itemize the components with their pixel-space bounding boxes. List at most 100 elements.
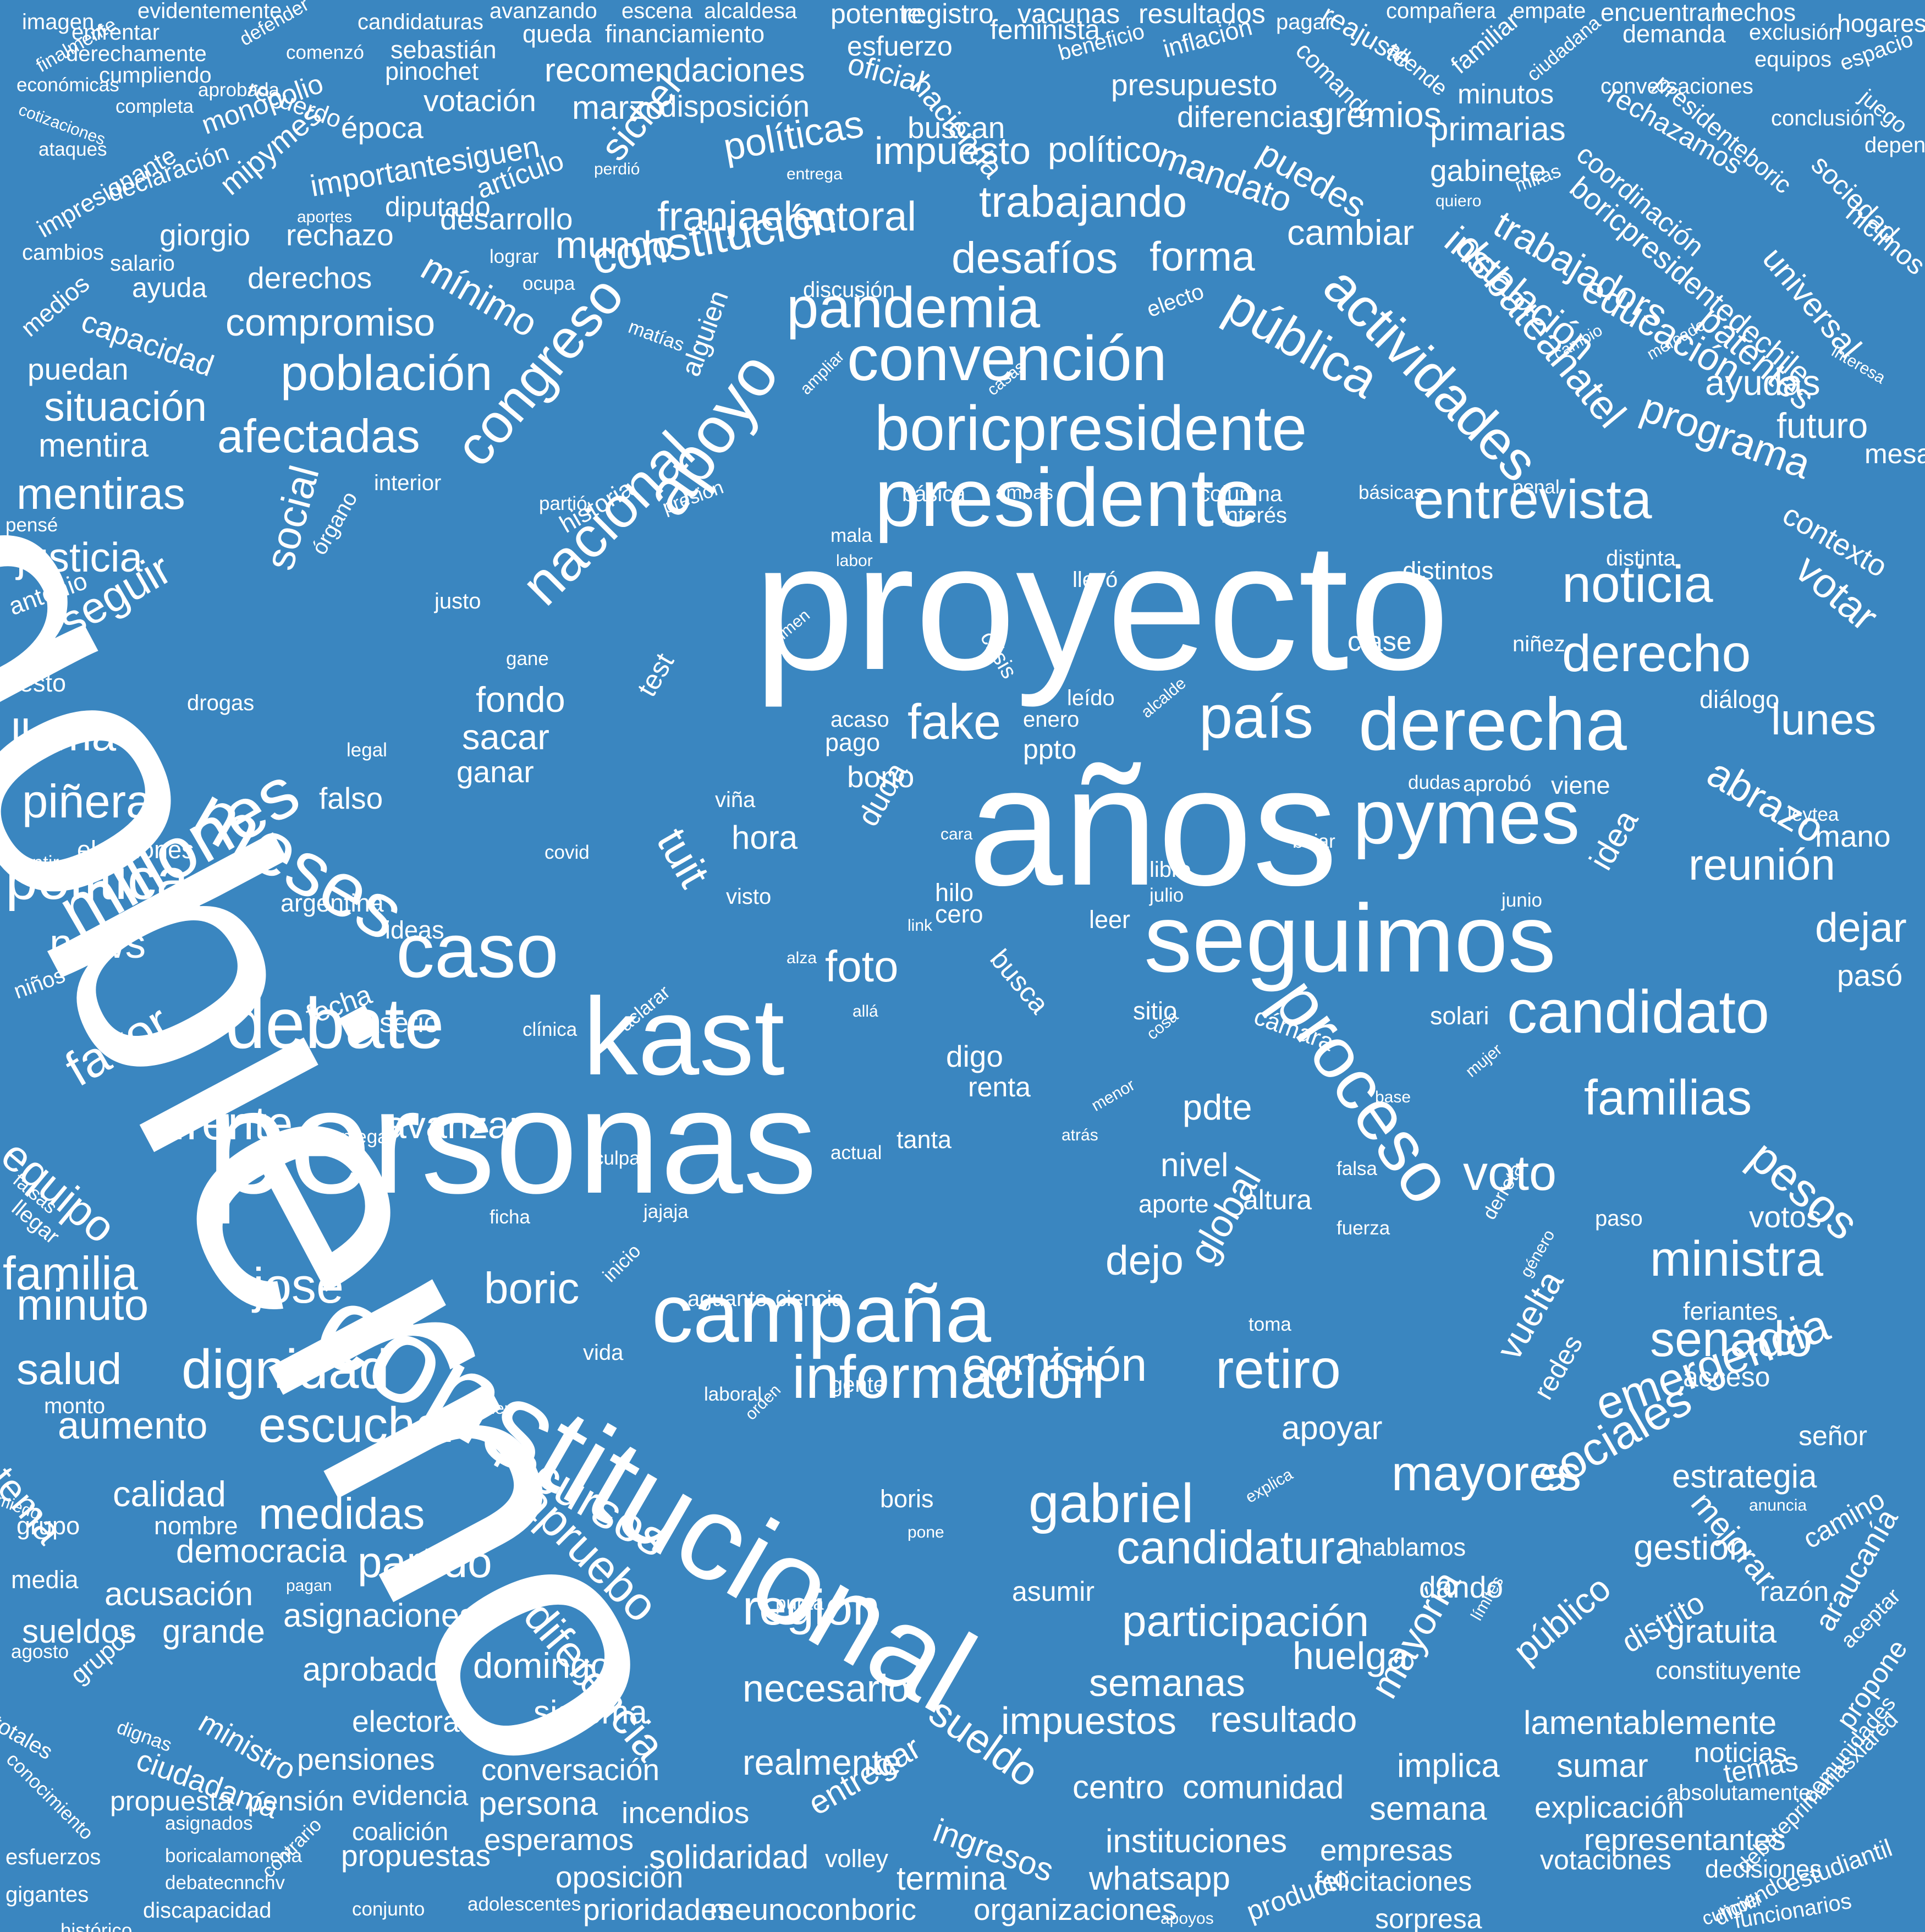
cloud-word: diálogo xyxy=(1700,685,1780,713)
cloud-word: anuncia xyxy=(1749,1496,1807,1514)
cloud-word: mundo xyxy=(556,223,674,266)
cloud-word: falso xyxy=(319,781,383,815)
cloud-word: región xyxy=(743,1580,881,1635)
cloud-word: resultado xyxy=(1210,1699,1357,1739)
cloud-word: dudas xyxy=(1408,772,1461,793)
cloud-word: pagan xyxy=(286,1577,332,1595)
cloud-word: pensé xyxy=(6,514,58,536)
cloud-word: hogares xyxy=(1837,9,1925,37)
cloud-word: depende xyxy=(1865,133,1925,157)
cloud-word: distintos xyxy=(1402,557,1494,585)
cloud-word: mala xyxy=(831,525,872,546)
cloud-word: derechos xyxy=(248,261,372,295)
cloud-word: razón xyxy=(1760,1576,1829,1607)
cloud-word: labor xyxy=(836,552,873,570)
cloud-word: matías xyxy=(625,316,688,356)
cloud-word: reunión xyxy=(1689,840,1835,889)
cloud-word: salud xyxy=(16,1344,122,1393)
cloud-word: felicitaciones xyxy=(1314,1866,1472,1897)
cloud-word: josé xyxy=(253,1259,344,1314)
cloud-word: votaciones xyxy=(1540,1845,1672,1875)
cloud-word: asignaciones xyxy=(283,1597,476,1634)
cloud-word: lamentablemente xyxy=(1524,1704,1777,1741)
cloud-word: ocupa xyxy=(522,273,575,294)
cloud-word: renta xyxy=(968,1072,1031,1102)
cloud-word: ataques xyxy=(38,139,107,160)
cloud-word: caso xyxy=(396,907,559,994)
cloud-word: incendios xyxy=(622,1796,750,1830)
cloud-word: empresas xyxy=(1320,1833,1453,1867)
cloud-word: mesa xyxy=(1865,438,1925,469)
cloud-word: menor xyxy=(1088,1075,1138,1115)
cloud-word: leytea xyxy=(1788,804,1839,825)
cloud-word: dejar xyxy=(1815,904,1907,951)
cloud-word: test xyxy=(631,647,680,702)
cloud-word: paso xyxy=(1595,1206,1643,1231)
cloud-word: aguante xyxy=(688,1287,767,1311)
cloud-word: diferencias xyxy=(1177,100,1323,134)
cloud-word: redes xyxy=(1527,1330,1589,1405)
cloud-word: candidato xyxy=(1507,978,1770,1046)
cloud-word: derecho xyxy=(1562,624,1751,683)
cloud-word: piñera xyxy=(22,776,152,828)
cloud-word: señor xyxy=(1799,1420,1868,1451)
cloud-word: decisiones xyxy=(1705,1855,1822,1883)
cloud-word: completa xyxy=(116,96,194,117)
cloud-word: propuesta xyxy=(110,1786,233,1816)
cloud-word: entrega xyxy=(787,165,843,183)
cloud-word: grupo xyxy=(16,1512,80,1540)
cloud-word: media xyxy=(11,1566,79,1594)
cloud-word: clase xyxy=(1348,626,1412,657)
cloud-word: personas xyxy=(206,1059,817,1225)
cloud-word: boricpresidente xyxy=(875,393,1307,464)
cloud-word: nombre xyxy=(154,1512,238,1540)
cloud-word: discapacidad xyxy=(143,1898,272,1923)
cloud-word: leído xyxy=(1067,686,1115,710)
cloud-word: quiero xyxy=(1436,192,1482,210)
cloud-word: ideas xyxy=(385,916,444,944)
cloud-word: bajar xyxy=(1292,831,1335,852)
cloud-word: proyecto xyxy=(754,504,1450,707)
cloud-word: situación xyxy=(44,383,207,430)
cloud-word: sorpresa xyxy=(1375,1903,1482,1932)
cloud-word: avanzando xyxy=(490,0,597,23)
cloud-word: evidencia xyxy=(352,1780,469,1811)
cloud-word: campaña xyxy=(652,1267,992,1359)
cloud-word: población xyxy=(280,346,493,401)
cloud-word: desarrollo xyxy=(440,202,573,236)
cloud-word: persona xyxy=(479,1785,598,1822)
cloud-word: retiro xyxy=(1216,1338,1341,1400)
cloud-word: apoyos xyxy=(1160,1909,1214,1928)
cloud-word: queda xyxy=(522,20,592,48)
cloud-word: derechamente xyxy=(66,42,207,66)
cloud-word: covid xyxy=(544,842,590,863)
cloud-word: digo xyxy=(946,1039,1003,1073)
cloud-word: derecha xyxy=(1358,683,1627,766)
cloud-word: pinochet xyxy=(385,57,479,85)
cloud-word: gratuita xyxy=(1667,1613,1777,1650)
cloud-word: partió xyxy=(539,493,587,514)
cloud-word: comenzó xyxy=(286,42,365,63)
cloud-word: niñez xyxy=(1513,632,1565,656)
cloud-word: implica xyxy=(1397,1747,1500,1784)
cloud-word: básicas xyxy=(1358,482,1424,503)
cloud-word: marzo xyxy=(572,89,664,126)
cloud-word: acusación xyxy=(105,1576,254,1612)
cloud-word: vida xyxy=(583,1341,624,1365)
cloud-word: años xyxy=(968,730,1338,921)
cloud-word: dando xyxy=(1419,1570,1503,1604)
cloud-word: mentira xyxy=(38,427,149,464)
cloud-word: termina xyxy=(897,1860,1007,1897)
cloud-word: prioridades xyxy=(583,1892,733,1926)
cloud-word: boric xyxy=(484,1264,580,1313)
cloud-word: busca xyxy=(984,943,1055,1020)
cloud-word: coalición xyxy=(352,1818,449,1846)
cloud-word: gente xyxy=(831,1373,886,1397)
cloud-word: libre xyxy=(1150,858,1191,882)
cloud-word: resto xyxy=(11,669,67,697)
cloud-word: realmente xyxy=(743,1742,902,1782)
cloud-word: empate xyxy=(1513,0,1586,23)
cloud-word: solidaridad xyxy=(649,1838,809,1875)
cloud-word: compañera xyxy=(1386,0,1497,23)
cloud-word: culpa xyxy=(594,1148,640,1169)
